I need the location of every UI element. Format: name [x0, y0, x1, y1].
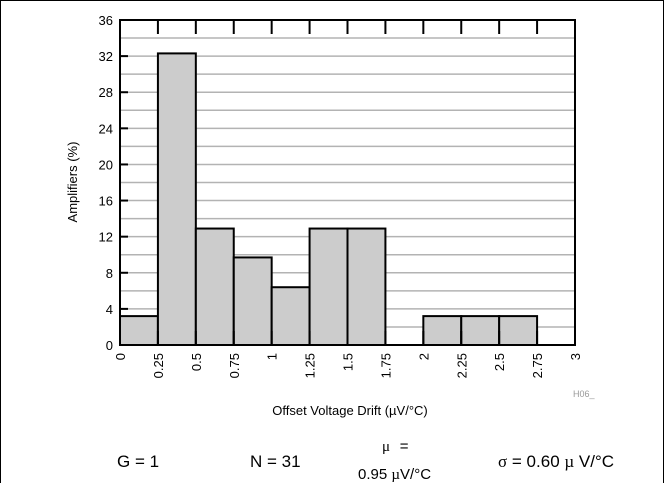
bar-0.5 — [194, 227, 235, 347]
y-tick-label: 0 — [106, 338, 113, 353]
x-tick-label: 2.25 — [454, 353, 469, 378]
mu-symbol: μ — [382, 439, 391, 455]
x-tick-label: 1.25 — [303, 353, 318, 378]
std-dev-label: σ = 0.60 µ V/°C — [498, 452, 614, 472]
mean-unit: V/°C — [400, 466, 432, 483]
y-tick-label: 36 — [99, 13, 113, 28]
x-tick-labels: 0 0.25 0.5 0.75 1 1.25 1.5 1.75 2 2.25 2.5 2.75 3 — [113, 353, 583, 378]
bar-0.75 — [232, 256, 273, 346]
x-tick-label: 2.5 — [492, 353, 507, 371]
mean-number: 0.95 — [358, 466, 388, 483]
bar-1.25 — [308, 227, 349, 347]
x-tick-label: 2 — [416, 353, 431, 360]
sigma-symbol: σ — [498, 452, 508, 471]
x-tick-label: 0.5 — [189, 353, 204, 371]
gain-label: G = 1 — [117, 452, 160, 471]
bar-0.25 — [156, 52, 197, 347]
plot-border — [119, 19, 576, 346]
y-tick-label: 8 — [106, 266, 113, 281]
y-tick-label: 28 — [99, 85, 113, 100]
x-tick-label: 0.75 — [227, 353, 242, 378]
y-axis-label: Amplifiers (%) — [65, 142, 80, 223]
sample-count-label: N = 31 — [250, 452, 301, 471]
x-tick-label: 1.75 — [378, 353, 393, 378]
mean-unit-micro: µ — [391, 467, 401, 483]
bar-0 — [119, 315, 159, 347]
sigma-unit-micro: µ — [564, 452, 575, 471]
bar-1 — [270, 286, 311, 347]
y-tick-label: 32 — [99, 49, 113, 64]
x-tick-label: 3 — [568, 353, 583, 360]
bars — [119, 52, 539, 347]
mean-label-top: μ = — [382, 438, 409, 456]
y-tick-labels: 0 4 8 12 16 20 24 28 32 36 — [99, 13, 113, 353]
mean-value: 0.95 µV/°C — [358, 466, 431, 484]
x-axis-label: Offset Voltage Drift (µV/°C) — [272, 403, 428, 418]
x-tick-label: 0.25 — [151, 353, 166, 378]
bar-2 — [422, 315, 463, 347]
x-tick-label: 1 — [265, 353, 280, 360]
bar-1.5 — [346, 227, 387, 347]
sigma-value: = 0.60 — [511, 452, 560, 471]
y-tick-label: 4 — [106, 302, 113, 317]
figure-id: H06_ — [573, 389, 596, 399]
y-tick-label: 24 — [99, 121, 113, 136]
sigma-unit: V/°C — [578, 452, 615, 471]
x-tick-label: 1.5 — [341, 353, 356, 371]
y-tick-label: 20 — [99, 157, 113, 172]
mu-equals: = — [399, 438, 409, 455]
y-tick-label: 12 — [99, 230, 113, 245]
y-tick-label: 16 — [99, 194, 113, 209]
bar-2.25 — [460, 315, 501, 347]
x-tick-label: 0 — [113, 353, 128, 360]
x-tick-label: 2.75 — [530, 353, 545, 378]
bar-2.5 — [498, 315, 539, 347]
